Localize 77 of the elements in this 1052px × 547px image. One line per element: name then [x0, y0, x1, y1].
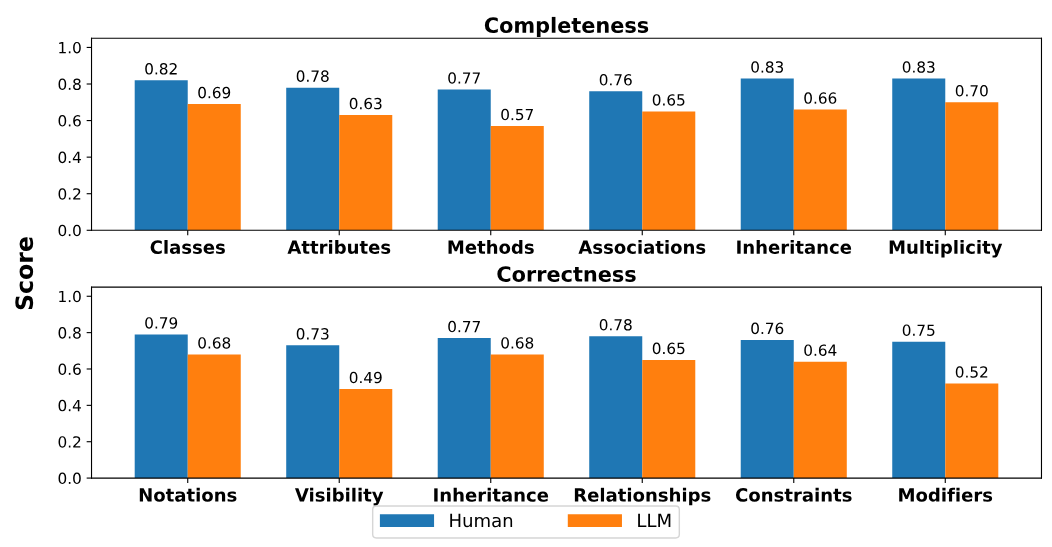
data-label: 0.64: [804, 344, 837, 356]
data-label: 0.76: [751, 322, 784, 335]
x-tick-label: Methods: [448, 240, 534, 254]
bar: [339, 388, 393, 479]
x-tick-label: Constraints: [735, 487, 852, 502]
data-label: 0.68: [501, 337, 534, 349]
bar: [642, 359, 696, 479]
data-label: 0.75: [902, 324, 935, 336]
bar: [589, 91, 643, 231]
data-label: 0.83: [751, 61, 784, 73]
bar: [437, 89, 491, 231]
bar: [134, 80, 188, 231]
bar: [642, 111, 696, 231]
x-tick-label: Inheritance: [737, 240, 852, 254]
y-tick-label: 1.0: [59, 41, 81, 54]
bar: [187, 354, 241, 479]
y-axis-title: Score: [15, 237, 34, 310]
data-label: 0.52: [955, 366, 988, 378]
data-label: 0.65: [652, 342, 685, 355]
data-label: 0.68: [198, 337, 231, 349]
x-tick-label: Multiplicity: [889, 240, 1003, 258]
data-label: 0.79: [145, 317, 178, 329]
bar: [187, 104, 241, 231]
y-tick-label: 0.2: [58, 188, 81, 200]
bar: [793, 109, 847, 231]
y-tick-label: 1.0: [59, 290, 81, 303]
x-tick-label: Modifiers: [899, 487, 993, 502]
x-tick-label: Inheritance: [434, 487, 549, 502]
bar: [945, 383, 999, 479]
y-tick-label: 0.0: [58, 472, 81, 485]
bar: [134, 334, 188, 479]
data-label: 0.65: [652, 94, 685, 106]
x-tick-label: Attributes: [287, 240, 391, 254]
data-label: 0.78: [599, 318, 632, 331]
data-label: 0.69: [198, 86, 231, 99]
bar: [945, 102, 999, 231]
y-tick-label: 0.2: [58, 436, 81, 448]
x-tick-label: Notations: [139, 487, 237, 502]
y-tick-label: 0.6: [58, 115, 81, 127]
data-label: 0.70: [955, 84, 988, 97]
data-label: 0.49: [349, 371, 382, 384]
data-label: 0.63: [349, 97, 382, 110]
bar: [490, 354, 544, 479]
x-tick-label: Associations: [578, 240, 706, 254]
data-label: 0.66: [804, 92, 837, 104]
data-label: 0.76: [599, 74, 632, 86]
data-label: 0.77: [448, 72, 480, 84]
data-label: 0.82: [145, 63, 177, 75]
chart-title: Completeness: [484, 16, 649, 38]
y-tick-label: 0.4: [58, 151, 81, 164]
bar: [793, 361, 847, 479]
y-tick-label: 0.6: [58, 363, 81, 376]
legend-label: LLM: [638, 513, 671, 527]
bar: [740, 78, 794, 231]
legend-label: Human: [450, 513, 513, 528]
chart-title: Correctness: [497, 266, 636, 282]
bar: [490, 126, 544, 231]
bar: [286, 345, 340, 479]
bar: [286, 87, 340, 231]
bar: [892, 341, 946, 479]
bar: [589, 336, 643, 479]
bar: [892, 78, 946, 231]
y-tick-label: 0.0: [58, 224, 81, 237]
y-tick-label: 0.8: [58, 327, 81, 339]
bar: [740, 339, 794, 479]
data-label: 0.73: [296, 328, 329, 340]
bar: [437, 338, 491, 479]
bar: [339, 115, 393, 231]
y-tick-label: 0.8: [58, 78, 81, 91]
data-label: 0.77: [448, 320, 480, 333]
x-tick-label: Classes: [150, 240, 225, 254]
y-tick-label: 0.4: [58, 399, 81, 412]
x-tick-label: Visibility: [294, 487, 384, 506]
x-tick-label: Relationships: [574, 487, 711, 506]
data-label: 0.78: [296, 70, 329, 82]
data-label: 0.83: [902, 61, 935, 73]
data-label: 0.57: [501, 108, 533, 121]
